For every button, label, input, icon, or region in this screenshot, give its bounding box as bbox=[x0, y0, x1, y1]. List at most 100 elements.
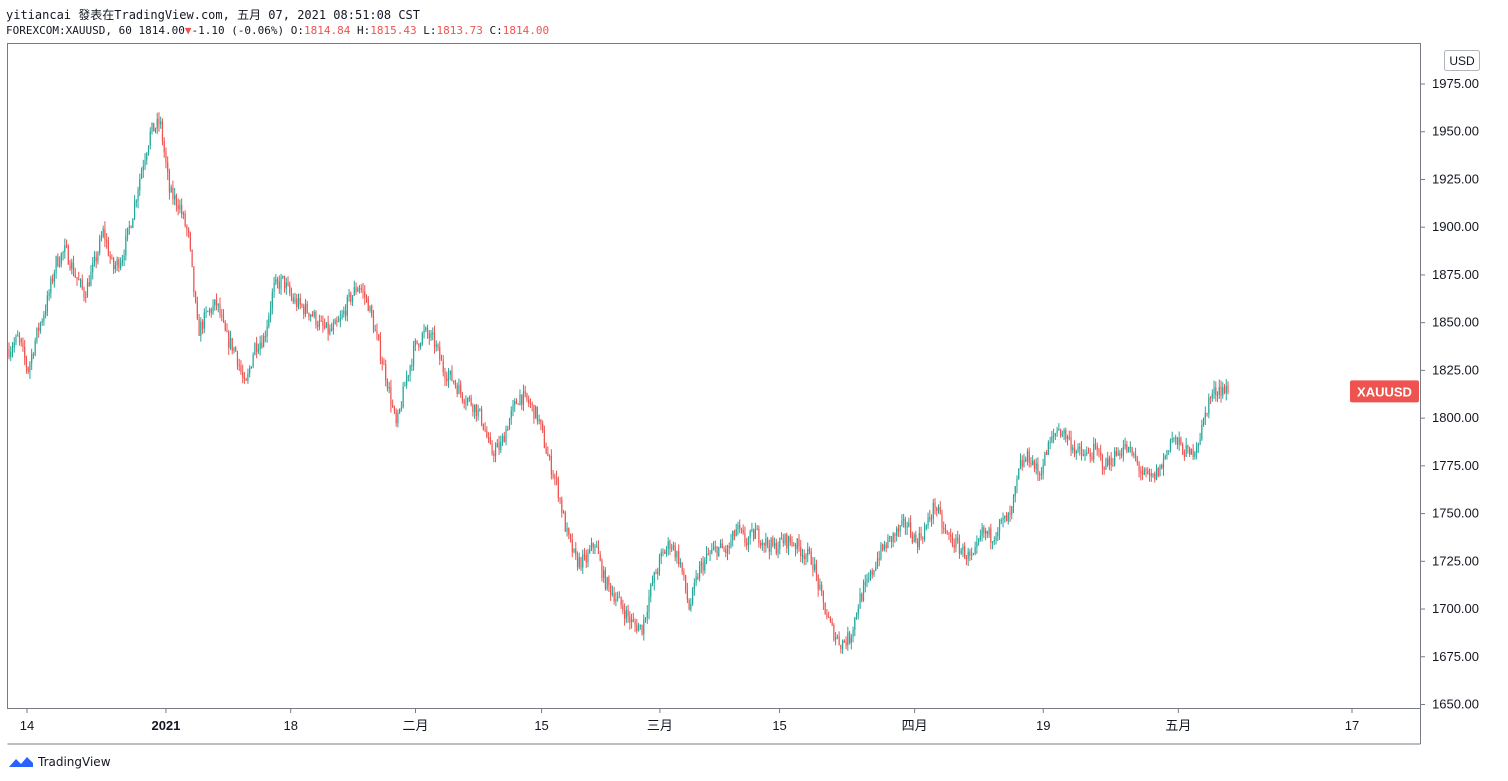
candle-body bbox=[90, 271, 92, 286]
candle-body bbox=[1075, 451, 1077, 454]
candle-body bbox=[657, 571, 659, 575]
candle-body bbox=[702, 562, 704, 571]
candle-body bbox=[561, 499, 563, 513]
x-tick-label: 四月 bbox=[902, 718, 928, 733]
candle-body bbox=[1026, 451, 1029, 462]
candle-body bbox=[79, 279, 82, 281]
candle-body bbox=[198, 318, 200, 336]
candle-body bbox=[594, 546, 596, 548]
candle-body bbox=[1066, 436, 1069, 440]
candle-body bbox=[299, 297, 301, 305]
candle-body bbox=[109, 255, 111, 258]
candle-body bbox=[153, 122, 155, 132]
candle-body bbox=[536, 406, 539, 422]
candle-body bbox=[313, 311, 315, 317]
y-tick-label: 1725.00 bbox=[1432, 553, 1479, 568]
candle-body bbox=[1056, 430, 1058, 434]
candle-body bbox=[782, 539, 784, 544]
candle-body bbox=[238, 364, 240, 366]
candle-body bbox=[611, 593, 613, 595]
candle-body bbox=[948, 533, 950, 535]
tradingview-logo[interactable]: TradingView bbox=[8, 755, 111, 769]
candle-body bbox=[897, 528, 899, 532]
candle-body bbox=[1211, 393, 1213, 398]
candle-body bbox=[200, 321, 202, 336]
candle-body bbox=[1061, 434, 1063, 436]
candle-body bbox=[317, 325, 319, 327]
candle-body bbox=[247, 373, 249, 381]
candle-body bbox=[965, 558, 968, 560]
candle-body bbox=[1046, 452, 1048, 456]
candle-body bbox=[908, 522, 910, 527]
candle-body bbox=[503, 436, 505, 443]
candle-body bbox=[1059, 429, 1062, 436]
candle-body bbox=[1009, 512, 1011, 515]
candle-body bbox=[219, 303, 221, 315]
candle-body bbox=[428, 334, 430, 339]
candle-body bbox=[250, 366, 253, 369]
candle-body bbox=[315, 311, 317, 326]
candle-body bbox=[960, 550, 962, 554]
candle-body bbox=[515, 401, 518, 404]
candle-body bbox=[365, 297, 368, 299]
candle-body bbox=[596, 546, 598, 548]
candle-body bbox=[446, 378, 448, 381]
y-tick-label: 1975.00 bbox=[1432, 76, 1479, 91]
candle-body bbox=[709, 552, 711, 555]
candle-body bbox=[742, 529, 744, 533]
candle-body bbox=[257, 349, 259, 352]
candle-body bbox=[86, 282, 89, 298]
candle-body bbox=[1183, 454, 1186, 457]
candle-body bbox=[1114, 451, 1116, 466]
candle-body bbox=[494, 447, 497, 457]
candle-body bbox=[882, 544, 884, 550]
candle-body bbox=[1082, 453, 1084, 457]
candle-body bbox=[163, 141, 165, 153]
candle-body bbox=[146, 153, 148, 161]
candle-body bbox=[268, 315, 270, 327]
candle-body bbox=[189, 232, 191, 250]
candle-body bbox=[636, 624, 638, 632]
candle-body bbox=[828, 617, 830, 619]
candle-body bbox=[339, 318, 341, 321]
candle-body bbox=[889, 536, 891, 538]
currency-box[interactable]: USD bbox=[1444, 50, 1480, 71]
candle-body bbox=[904, 519, 906, 528]
candle-body bbox=[149, 131, 151, 146]
candle-body bbox=[984, 531, 987, 534]
candle-body bbox=[925, 525, 927, 529]
candle-body bbox=[927, 517, 929, 526]
candle-body bbox=[266, 326, 268, 337]
candle-body bbox=[732, 531, 734, 541]
candle-body bbox=[74, 274, 76, 278]
candle-body bbox=[174, 195, 176, 200]
candle-body bbox=[50, 278, 52, 294]
candle-body bbox=[381, 360, 383, 365]
candle-body bbox=[43, 314, 45, 322]
candle-body bbox=[1124, 444, 1126, 447]
candle-body bbox=[815, 564, 818, 575]
candle-body bbox=[705, 553, 708, 560]
candle-body bbox=[1162, 459, 1165, 469]
candle-body bbox=[962, 546, 964, 551]
candle-body bbox=[121, 259, 123, 263]
symbol-label[interactable]: FOREXCOM:XAUUSD, 60 bbox=[6, 24, 132, 37]
candle-body bbox=[491, 443, 493, 454]
candle-body bbox=[916, 541, 919, 548]
candle-body bbox=[674, 545, 676, 558]
candle-body bbox=[331, 328, 333, 331]
candle-body bbox=[432, 333, 434, 335]
candle-body bbox=[1199, 439, 1201, 444]
candle-body bbox=[894, 533, 896, 536]
candle-body bbox=[737, 524, 739, 530]
candle-body bbox=[1194, 452, 1196, 457]
candle-body bbox=[53, 272, 55, 282]
candle-body bbox=[796, 538, 798, 550]
candle-body bbox=[440, 359, 443, 361]
candle-body bbox=[1115, 451, 1117, 456]
candle-body bbox=[1208, 397, 1210, 414]
candle-body bbox=[364, 291, 366, 298]
candle-body bbox=[1103, 467, 1105, 470]
candle-body bbox=[896, 528, 898, 536]
